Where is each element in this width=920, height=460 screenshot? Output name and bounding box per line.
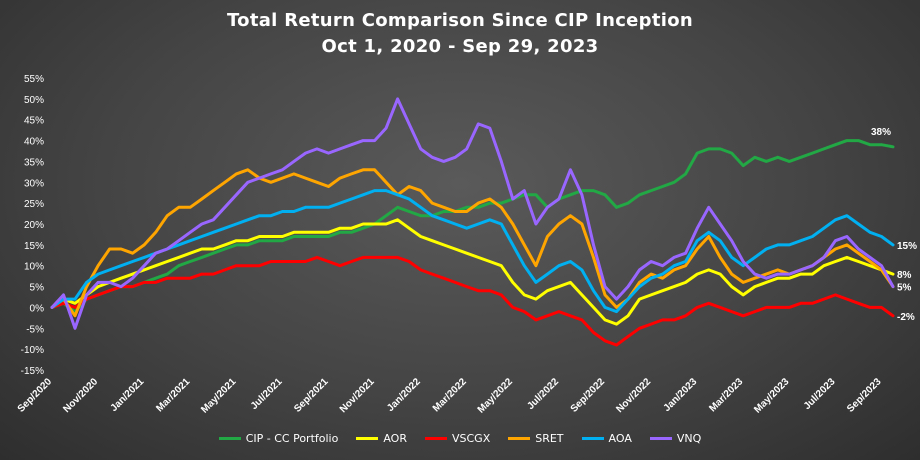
legend-label: VSCGX bbox=[451, 432, 491, 445]
legend-item: AOR bbox=[356, 432, 407, 445]
x-tick-label: Jul/2021 bbox=[249, 376, 285, 412]
y-tick-label: -5% bbox=[26, 324, 44, 335]
y-tick-label: 40% bbox=[24, 137, 44, 148]
legend-item: VSCGX bbox=[424, 432, 491, 445]
chart-legend: CIP - CC Portfolio AOR VSCGX SRET AOA VNQ bbox=[0, 432, 920, 445]
x-tick-label: Nov/2021 bbox=[338, 376, 377, 415]
legend-swatch bbox=[218, 437, 241, 440]
series-line-aoa bbox=[50, 189, 895, 314]
y-tick-label: 15% bbox=[24, 241, 44, 252]
y-tick-label: 25% bbox=[24, 199, 44, 210]
x-tick-label: Jul/2023 bbox=[802, 376, 838, 412]
y-tick-label: 30% bbox=[24, 178, 44, 189]
legend-item: AOA bbox=[581, 432, 632, 445]
series-line-vnq bbox=[50, 97, 895, 330]
legend-item: SRET bbox=[508, 432, 564, 445]
legend-item: VNQ bbox=[649, 432, 702, 445]
y-tick-label: 55% bbox=[24, 74, 44, 85]
y-tick-label: -10% bbox=[21, 345, 44, 356]
x-tick-label: Mar/2023 bbox=[707, 376, 745, 414]
legend-label: CIP - CC Portfolio bbox=[245, 432, 339, 445]
y-tick-label: -15% bbox=[21, 366, 44, 377]
x-tick-label: Sep/2022 bbox=[569, 376, 608, 415]
x-tick-label: Sep/2023 bbox=[845, 376, 884, 415]
data-label: 8% bbox=[897, 270, 912, 281]
x-tick-label: Mar/2022 bbox=[431, 376, 469, 414]
x-tick-label: Sep/2020 bbox=[16, 376, 55, 415]
legend-label: AOA bbox=[608, 432, 632, 445]
legend-swatch bbox=[581, 437, 604, 440]
legend-label: VNQ bbox=[676, 432, 702, 445]
y-tick-label: 35% bbox=[24, 157, 44, 168]
legend-swatch bbox=[649, 437, 672, 440]
x-tick-label: Mar/2021 bbox=[154, 376, 192, 414]
series-line-sret bbox=[50, 168, 895, 318]
legend-item: CIP - CC Portfolio bbox=[218, 432, 339, 445]
y-tick-label: 10% bbox=[24, 262, 44, 273]
chart-subtitle: Oct 1, 2020 - Sep 29, 2023 bbox=[321, 36, 599, 57]
data-label: 5% bbox=[897, 283, 912, 294]
legend-swatch bbox=[508, 437, 531, 440]
x-tick-label: May/2022 bbox=[476, 376, 516, 416]
x-tick-label: Sep/2021 bbox=[292, 376, 331, 415]
legend-label: SRET bbox=[535, 432, 564, 445]
series-line-vscgx bbox=[50, 255, 895, 347]
legend-label: AOR bbox=[383, 432, 407, 445]
y-tick-label: 5% bbox=[30, 283, 45, 294]
y-tick-label: 0% bbox=[30, 303, 45, 314]
y-tick-label: 50% bbox=[24, 95, 44, 106]
y-tick-label: 45% bbox=[24, 116, 44, 127]
x-tick-label: Jan/2021 bbox=[109, 376, 147, 414]
legend-swatch bbox=[424, 437, 447, 440]
x-tick-label: Nov/2022 bbox=[614, 376, 653, 415]
x-tick-label: May/2023 bbox=[752, 376, 792, 416]
data-label: -2% bbox=[897, 312, 915, 323]
x-tick-label: May/2021 bbox=[199, 376, 239, 416]
legend-swatch bbox=[356, 437, 379, 440]
x-tick-label: Jan/2022 bbox=[385, 376, 423, 414]
data-label: 38% bbox=[871, 127, 891, 138]
x-tick-label: Jan/2023 bbox=[662, 376, 700, 414]
y-tick-label: 20% bbox=[24, 220, 44, 231]
x-tick-label: Jul/2022 bbox=[525, 376, 561, 412]
chart-title: Total Return Comparison Since CIP Incept… bbox=[226, 10, 694, 31]
data-label: 15% bbox=[897, 241, 917, 252]
series-line-aor bbox=[50, 218, 895, 326]
x-tick-label: Nov/2020 bbox=[61, 376, 100, 415]
